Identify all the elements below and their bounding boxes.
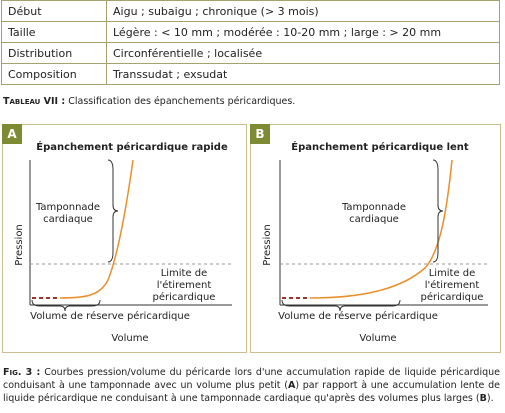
cell: Début — [1, 0, 107, 22]
cell: Légère : < 10 mm ; modérée : 10-20 mm ; … — [106, 21, 500, 43]
annotation-line: l'étirement — [425, 279, 480, 291]
cell: Distribution — [1, 42, 107, 64]
caption-text: Courbes pression/volume du péricarde lor… — [3, 367, 500, 391]
pressure-curve — [59, 159, 134, 299]
panel-a: A Épanchement péricardique rapide Tampon… — [2, 124, 247, 353]
figure: A Épanchement péricardique rapide Tampon… — [2, 124, 501, 353]
annotation: Volume de réserve péricardique — [278, 310, 438, 322]
table-row: Début Aigu ; subaigu ; chronique (> 3 moi… — [1, 0, 500, 22]
panel-label-box — [250, 124, 270, 144]
table-row: Taille Légère : < 10 mm ; modérée : 10-20… — [1, 21, 500, 43]
annotation: Tamponnade cardiaque — [35, 202, 100, 225]
table-row: Composition Transsudat ; exsudat — [1, 63, 500, 85]
caption-label: Fig. 3 : — [3, 367, 41, 378]
caption-text: ). — [486, 393, 494, 404]
y-axis-label: Pression — [262, 224, 273, 266]
brace — [107, 159, 119, 263]
cell: Circonférentielle ; localisée — [106, 42, 500, 64]
caption-text: A — [287, 380, 296, 391]
caption-text: ) par rapport à une accumulation lente d… — [3, 380, 500, 404]
figure-caption: Fig. 3 : Courbes pression/volume du péri… — [3, 366, 500, 405]
panel-title: Épanchement péricardique lent — [291, 140, 469, 153]
panel-b: B Épanchement péricardique lent Tamponna… — [250, 124, 501, 353]
annotation-line: cardiaque — [43, 214, 93, 225]
panel-label-box — [2, 124, 22, 144]
caption-text: B — [479, 393, 487, 404]
brace — [31, 299, 101, 312]
annotation-line: Tamponnade — [341, 202, 406, 213]
cell: Transsudat ; exsudat — [106, 63, 500, 85]
brace — [432, 159, 444, 263]
x-axis-label: Volume — [111, 333, 148, 344]
annotation-line: l'étirement — [157, 279, 212, 291]
x-axis-label: Volume — [359, 333, 396, 344]
cell: Aigu ; subaigu ; chronique (> 3 mois) — [106, 0, 500, 22]
panel-frame — [250, 124, 501, 353]
annotation: Tamponnade cardiaque — [341, 202, 406, 225]
cell: Taille — [1, 21, 107, 43]
pressure-curve — [309, 159, 453, 299]
cell: Composition — [1, 63, 107, 85]
annotation-line: péricardique — [153, 291, 216, 303]
annotation-line: Limite de — [161, 268, 208, 279]
y-axis-label: Pression — [14, 224, 25, 266]
panel-label: A — [7, 127, 17, 141]
annotation-line: péricardique — [421, 291, 484, 303]
annotation: Volume de réserve péricardique — [30, 310, 190, 322]
annotation-line: Tamponnade — [35, 202, 100, 213]
table-row: Distribution Circonférentielle ; localisé… — [1, 42, 500, 64]
annotation-line: Limite de — [429, 268, 476, 279]
panel-title: Épanchement péricardique rapide — [36, 140, 228, 153]
panel-label: B — [255, 127, 264, 141]
panel-frame — [2, 124, 247, 353]
annotation: Limite de l'étirement péricardique — [153, 268, 216, 303]
brace — [281, 299, 401, 312]
table-caption: Tableau VII : Classification des épanche… — [3, 96, 295, 107]
caption-label: Tableau VII : — [3, 96, 66, 107]
annotation: Limite de l'étirement péricardique — [421, 268, 484, 303]
caption-text: Classification des épanchements péricard… — [68, 96, 296, 107]
annotation-line: cardiaque — [349, 214, 399, 225]
classification-table: Début Aigu ; subaigu ; chronique (> 3 moi… — [1, 0, 500, 85]
